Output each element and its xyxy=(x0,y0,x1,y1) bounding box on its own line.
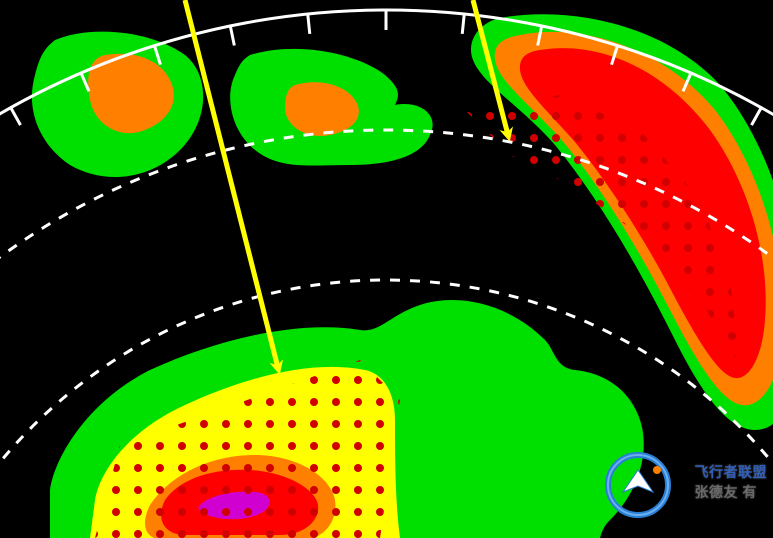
radar-canvas xyxy=(0,0,773,538)
compass-tick xyxy=(308,14,310,34)
radar-display: 飞行者联盟 张德友 有 xyxy=(0,0,773,538)
compass-tick xyxy=(462,14,464,34)
